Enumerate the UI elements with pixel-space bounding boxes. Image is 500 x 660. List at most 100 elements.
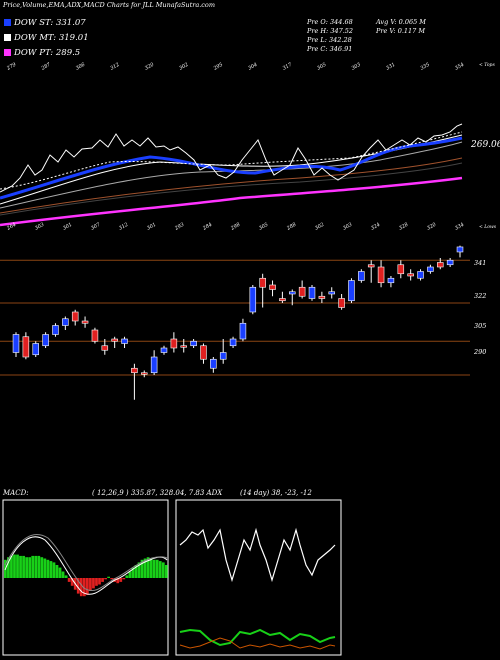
adx-panel bbox=[175, 499, 342, 656]
candle-body-3 bbox=[42, 334, 49, 347]
candle-43 bbox=[437, 258, 444, 270]
adx-line bbox=[179, 527, 336, 583]
candle-body-45 bbox=[456, 246, 464, 253]
ema-low-tick-16: 334 bbox=[454, 222, 465, 232]
adx-plus-di-line bbox=[179, 628, 336, 647]
candle-body-8 bbox=[91, 329, 99, 342]
candle-body-7 bbox=[81, 320, 89, 324]
macd-bar-20 bbox=[64, 575, 68, 578]
candles bbox=[12, 245, 464, 400]
candle-body-12 bbox=[131, 367, 138, 374]
candle-6 bbox=[71, 309, 79, 326]
candle-body-38 bbox=[387, 277, 395, 284]
adx-minus-di-line bbox=[179, 637, 336, 650]
candle-body-29 bbox=[298, 286, 306, 297]
candle-body-41 bbox=[417, 271, 424, 279]
candle-2 bbox=[32, 341, 39, 357]
macd-bar-47 bbox=[146, 557, 150, 578]
ema-low-tick-12: 303 bbox=[342, 222, 353, 232]
macd-bar-42 bbox=[131, 567, 135, 578]
candle-27 bbox=[279, 291, 286, 303]
macd-bar-3 bbox=[13, 554, 16, 578]
macd-bar-12 bbox=[40, 557, 44, 578]
candle-33 bbox=[338, 294, 345, 310]
macd-bar-43 bbox=[134, 565, 138, 578]
candle-38 bbox=[387, 276, 395, 288]
ema-top-tick-0: 279 bbox=[5, 61, 18, 72]
candle-body-34 bbox=[348, 280, 355, 302]
ema-low-tick-6: 293 bbox=[173, 222, 185, 232]
candle-39 bbox=[397, 260, 405, 279]
macd-bar-10 bbox=[34, 555, 38, 578]
candle-body-44 bbox=[446, 259, 454, 266]
ema-low-ticks: 264 303 301 307 312 301 293 284 298 305 288 302 303 3… bbox=[5, 221, 465, 232]
macd-bar-18 bbox=[58, 567, 62, 578]
macd-bar-7 bbox=[25, 557, 28, 578]
macd-bar-48 bbox=[149, 558, 153, 578]
ema-top-tick-7: 304 bbox=[247, 62, 258, 72]
ema-top-tick-4: 320 bbox=[144, 61, 156, 71]
ema-low-tick-2: 301 bbox=[62, 222, 73, 232]
ema-low-tick-1: 303 bbox=[34, 222, 45, 232]
candle-17 bbox=[180, 339, 187, 353]
legend-dow-st: DOW ST: 331.07 bbox=[4, 18, 86, 28]
candle-body-25 bbox=[259, 277, 266, 288]
candle-8 bbox=[91, 327, 99, 344]
candle-20 bbox=[210, 357, 217, 373]
macd-bar-35 bbox=[110, 578, 114, 580]
candle-body-19 bbox=[200, 345, 207, 360]
candle-14 bbox=[150, 350, 158, 375]
ema-top-tick-12: 335 bbox=[420, 62, 431, 72]
ema-top-tick-13: 354 bbox=[454, 62, 465, 72]
candle-28 bbox=[289, 289, 296, 306]
candle-12 bbox=[131, 363, 138, 400]
macd-bar-34 bbox=[107, 576, 110, 578]
candle-body-43 bbox=[437, 262, 444, 268]
candle-body-11 bbox=[121, 338, 128, 344]
candle-4 bbox=[52, 323, 59, 337]
ema-low-tick-7: 284 bbox=[201, 222, 213, 232]
macd-bar-30 bbox=[95, 578, 98, 586]
macd-bar-17 bbox=[55, 565, 59, 578]
ohlc-open: Pre O: 344.68 bbox=[307, 18, 353, 26]
ema-low-tick-13: 324 bbox=[370, 222, 381, 232]
ema-top-tick-6: 295 bbox=[212, 62, 224, 72]
ema-lows-label: < Lows bbox=[479, 225, 497, 230]
ema-gray-line bbox=[0, 141, 463, 209]
legend-swatch-white bbox=[4, 34, 11, 41]
price-level-305: 305 bbox=[474, 322, 487, 330]
ema-low-tick-0: 264 bbox=[5, 222, 17, 232]
macd-bar-25 bbox=[79, 578, 83, 597]
macd-panel bbox=[2, 499, 169, 656]
ohlc-low: Pre L: 342.28 bbox=[307, 36, 352, 44]
ema-top-tick-8: 317 bbox=[282, 61, 294, 71]
candle-body-32 bbox=[328, 291, 335, 295]
candle-body-4 bbox=[52, 325, 59, 335]
candle-5 bbox=[62, 316, 69, 330]
candle-22 bbox=[229, 336, 237, 348]
ema-magenta-line bbox=[0, 176, 463, 227]
macd-bar-40 bbox=[125, 575, 129, 578]
macd-bar-9 bbox=[31, 555, 35, 578]
ema-panel bbox=[0, 123, 463, 227]
macd-bar-14 bbox=[46, 559, 50, 578]
price-level-322: 322 bbox=[474, 292, 487, 300]
candle-body-17 bbox=[180, 345, 187, 348]
candle-10 bbox=[111, 336, 118, 348]
candle-body-26 bbox=[269, 284, 276, 290]
ohlc-high: Pre H: 347.52 bbox=[307, 27, 354, 35]
ema-low-tick-9: 305 bbox=[258, 222, 269, 232]
macd-bar-41 bbox=[128, 571, 132, 578]
adx-params: (14 day) 38, -23, -12 bbox=[240, 489, 312, 497]
candle-body-10 bbox=[111, 338, 118, 342]
candle-26 bbox=[269, 280, 276, 297]
ema-top-ticks: 279 287 306 312 320 302 295 304 317 305 303 331 335 3… bbox=[5, 61, 465, 72]
legend-dow-st-label: DOW ST: 331.07 bbox=[14, 18, 86, 28]
ema-top-tick-2: 306 bbox=[75, 61, 87, 71]
price-level-341: 341 bbox=[474, 259, 487, 267]
legend-dow-pt-label: DOW PT: 289.5 bbox=[14, 48, 81, 58]
candle-31 bbox=[318, 291, 326, 303]
candle-body-2 bbox=[32, 343, 39, 356]
macd-bar-19 bbox=[61, 571, 65, 578]
